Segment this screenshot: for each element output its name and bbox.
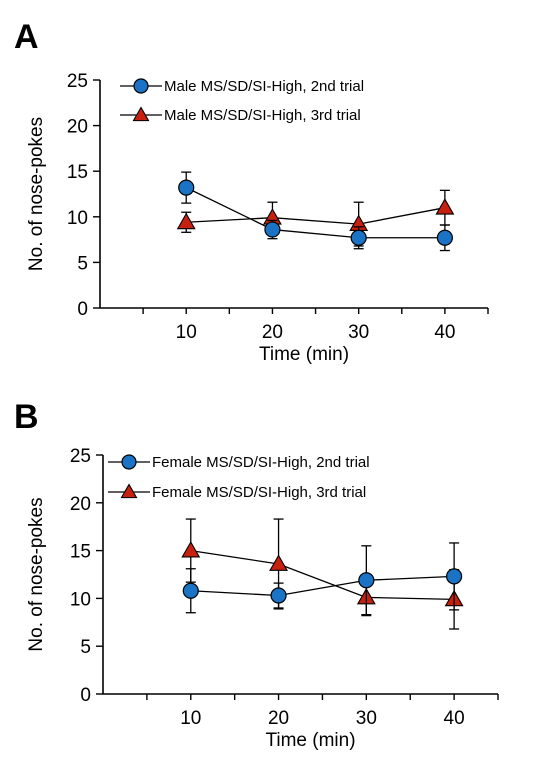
y-tick-label: 15 xyxy=(67,162,88,183)
x-tick-label: 30 xyxy=(348,322,369,343)
data-point xyxy=(178,179,195,196)
x-tick-label: 20 xyxy=(262,322,283,343)
data-point xyxy=(446,568,463,585)
axes: 0 5 10 15 20 25 10 20 30 40 xyxy=(67,71,489,343)
legend-marker xyxy=(133,78,149,94)
legend-label: Female MS/SD/SI-High, 2nd trial xyxy=(152,454,370,471)
x-tick-label: 40 xyxy=(444,708,465,729)
legend-label: Female MS/SD/SI-High, 3rd trial xyxy=(152,484,366,501)
x-tick-label: 10 xyxy=(176,322,197,343)
y-tick-label: 20 xyxy=(70,494,91,515)
data-point xyxy=(269,554,289,571)
legend-marker xyxy=(121,454,137,470)
y-axis-title: No. of nose-pokes xyxy=(26,117,47,271)
y-tick-label: 0 xyxy=(80,685,91,706)
data-point xyxy=(176,212,196,230)
data-point xyxy=(436,229,453,246)
plot-area xyxy=(181,518,464,630)
legend: Male MS/SD/SI-High, 2nd trial Male MS/SD… xyxy=(120,78,364,124)
y-tick-label: 10 xyxy=(70,589,91,610)
panel-b: B No. of nose-pokes Time (min) 0 5 10 15 20 2… xyxy=(14,398,499,751)
axes: 0 5 10 15 20 25 10 20 30 40 xyxy=(70,446,499,729)
data-point xyxy=(358,572,375,589)
series-line xyxy=(185,187,445,239)
x-tick-label: 30 xyxy=(356,708,377,729)
y-tick-label: 0 xyxy=(77,299,88,320)
y-tick-label: 20 xyxy=(67,117,88,138)
panel-letter-a: A xyxy=(14,18,39,56)
data-point xyxy=(182,582,199,599)
legend: Female MS/SD/SI-High, 2nd trial Female M… xyxy=(108,454,370,501)
y-tick-label: 25 xyxy=(70,446,91,467)
data-point xyxy=(264,221,281,238)
y-axis-title: No. of nose-pokes xyxy=(26,497,47,651)
legend-label: Male MS/SD/SI-High, 2nd trial xyxy=(164,78,364,95)
data-point xyxy=(350,229,367,246)
data-point xyxy=(435,198,455,215)
x-tick-label: 40 xyxy=(434,322,455,343)
x-axis-title: Time (min) xyxy=(259,344,349,365)
x-tick-label: 10 xyxy=(180,708,201,729)
legend-marker xyxy=(120,483,138,499)
y-tick-label: 25 xyxy=(67,71,88,92)
series-line xyxy=(186,207,446,225)
series-line xyxy=(190,549,455,601)
panel-a: A No. of nose-pokes Time (min) 0 5 10 15 20 2… xyxy=(14,18,489,365)
legend-marker xyxy=(132,106,150,122)
data-point xyxy=(270,587,287,604)
legend-label: Male MS/SD/SI-High, 3rd trial xyxy=(164,107,361,124)
x-tick-label: 20 xyxy=(268,708,289,729)
x-axis-title: Time (min) xyxy=(265,730,355,751)
plot-area xyxy=(176,171,455,252)
y-tick-label: 15 xyxy=(70,542,91,563)
panel-letter-b: B xyxy=(14,398,39,436)
y-tick-label: 5 xyxy=(77,253,88,274)
series-line xyxy=(190,575,455,597)
y-tick-label: 5 xyxy=(80,637,91,658)
y-tick-label: 10 xyxy=(67,208,88,229)
data-point xyxy=(181,540,201,558)
